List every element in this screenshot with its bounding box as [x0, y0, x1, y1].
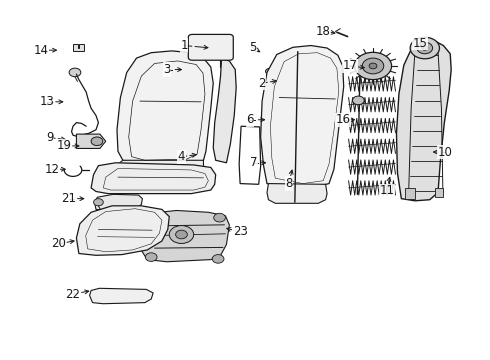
Circle shape — [354, 52, 392, 80]
Text: 18: 18 — [316, 25, 331, 38]
Text: 7: 7 — [250, 156, 258, 169]
Circle shape — [146, 253, 157, 261]
Text: 4: 4 — [178, 150, 185, 163]
Circle shape — [187, 70, 194, 75]
Text: 5: 5 — [248, 41, 256, 54]
Polygon shape — [76, 134, 106, 148]
Polygon shape — [405, 188, 415, 199]
Text: 6: 6 — [246, 113, 254, 126]
Polygon shape — [261, 45, 343, 187]
Text: 12: 12 — [45, 163, 59, 176]
Circle shape — [169, 226, 194, 243]
Polygon shape — [116, 160, 205, 184]
Text: 9: 9 — [46, 131, 53, 144]
Polygon shape — [117, 51, 213, 166]
Polygon shape — [90, 288, 153, 304]
Circle shape — [362, 58, 384, 74]
Circle shape — [214, 213, 225, 222]
Circle shape — [267, 76, 274, 81]
FancyBboxPatch shape — [188, 35, 233, 60]
Text: 19: 19 — [57, 139, 72, 152]
Text: 13: 13 — [40, 95, 54, 108]
Text: 10: 10 — [438, 145, 453, 158]
Text: 22: 22 — [66, 288, 80, 301]
Circle shape — [266, 68, 273, 74]
Text: 11: 11 — [379, 184, 394, 197]
Circle shape — [212, 255, 224, 263]
Circle shape — [91, 137, 103, 145]
Circle shape — [147, 212, 158, 220]
Polygon shape — [140, 211, 229, 262]
Text: 8: 8 — [285, 177, 293, 190]
Text: 2: 2 — [258, 77, 266, 90]
Polygon shape — [73, 44, 84, 51]
Polygon shape — [435, 188, 443, 197]
Polygon shape — [396, 41, 451, 201]
Circle shape — [185, 62, 193, 67]
Text: 20: 20 — [51, 237, 66, 250]
Polygon shape — [91, 163, 216, 194]
Polygon shape — [76, 206, 169, 255]
Text: 1: 1 — [180, 39, 188, 52]
Polygon shape — [267, 184, 327, 203]
Text: 16: 16 — [335, 113, 350, 126]
Circle shape — [422, 46, 428, 50]
Polygon shape — [213, 59, 236, 163]
Text: 14: 14 — [33, 44, 48, 57]
Text: 21: 21 — [62, 192, 76, 205]
Text: 17: 17 — [343, 59, 358, 72]
Text: 23: 23 — [233, 225, 247, 238]
Circle shape — [417, 42, 433, 54]
Circle shape — [94, 199, 103, 206]
Circle shape — [352, 96, 364, 105]
Circle shape — [175, 230, 187, 239]
Circle shape — [369, 63, 377, 69]
Text: 3: 3 — [163, 63, 171, 76]
Polygon shape — [239, 126, 261, 184]
Polygon shape — [95, 194, 143, 211]
Text: 15: 15 — [413, 36, 427, 50]
Circle shape — [69, 68, 81, 77]
Circle shape — [410, 37, 440, 59]
